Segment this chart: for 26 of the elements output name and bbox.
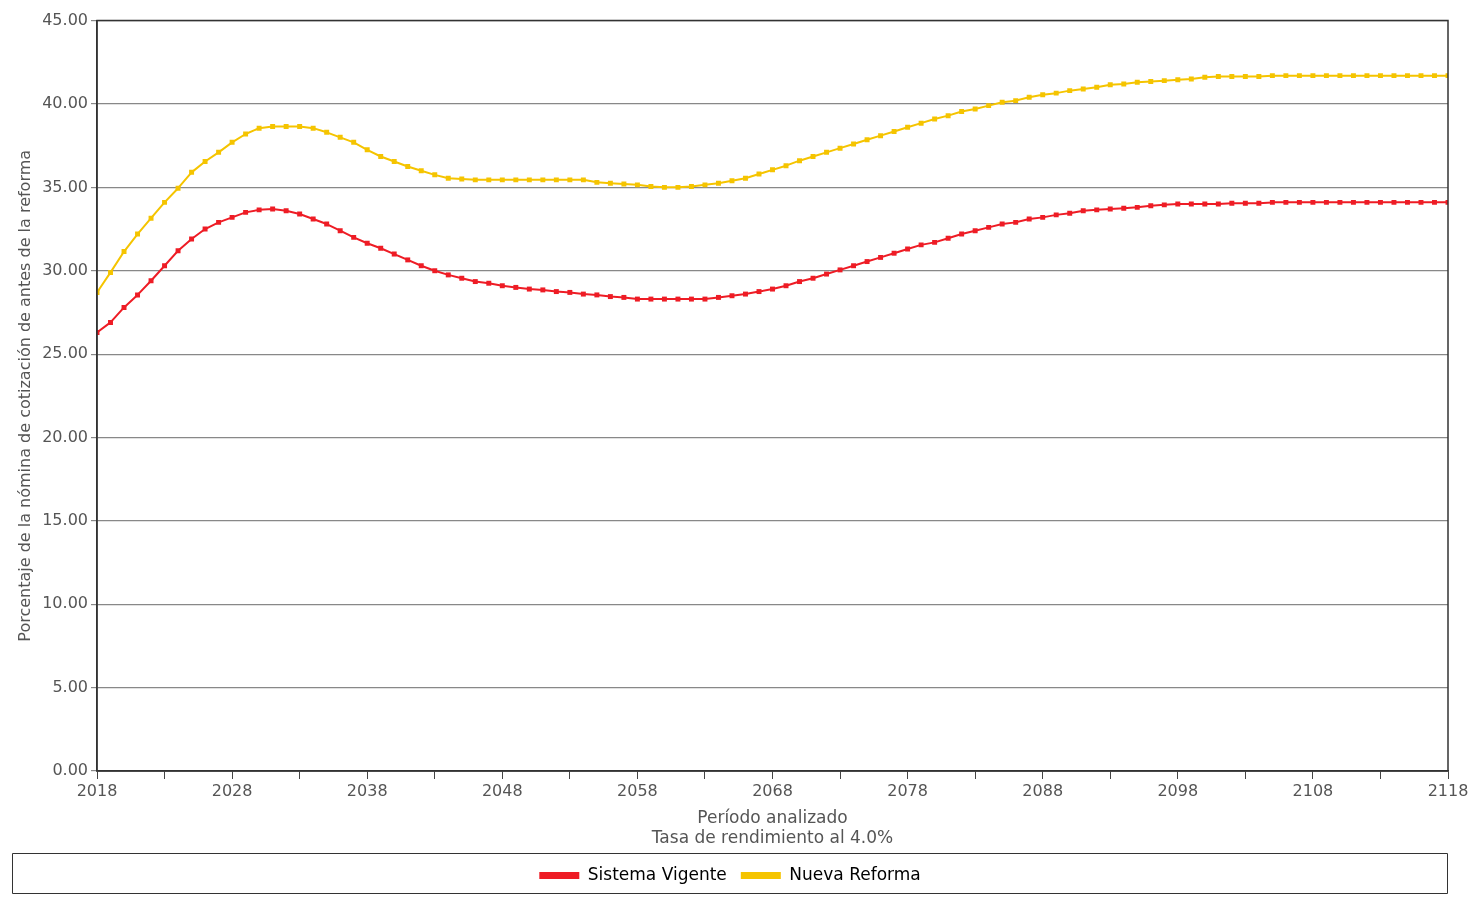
y-tick-label: 15.00 <box>42 510 88 530</box>
x-tick-label: 2058 <box>617 780 658 800</box>
y-axis-title: Porcentaje de la nómina de cotización de antes de la reforma <box>14 149 34 642</box>
x-tick-label: 2068 <box>752 780 793 800</box>
x-tick-label: 2118 <box>1427 780 1469 800</box>
y-tick-label: 35.00 <box>42 176 88 196</box>
x-tick-label: 2018 <box>76 780 118 800</box>
x-tick-label: 2038 <box>346 780 388 800</box>
legend-label: Sistema Vigente <box>587 863 727 884</box>
y-tick-label: 0.00 <box>52 760 88 780</box>
y-tick-label: 30.00 <box>42 259 88 279</box>
y-tick-label: 5.00 <box>52 676 88 696</box>
x-tick-label: 2048 <box>481 780 523 800</box>
y-tick-label: 40.00 <box>42 93 88 113</box>
y-tick-label: 45.00 <box>42 9 88 29</box>
x-tick-label: 2098 <box>1157 780 1199 800</box>
x-tick-label: 2028 <box>211 780 253 800</box>
x-axis-title: Período analizado <box>697 806 848 827</box>
y-tick-label: 10.00 <box>42 593 88 613</box>
x-tick-label: 2078 <box>887 780 928 800</box>
legend-label: Nueva Reforma <box>789 863 921 884</box>
x-tick-label: 2108 <box>1292 780 1334 800</box>
y-tick-label: 25.00 <box>42 343 88 363</box>
y-tick-label: 20.00 <box>42 426 88 446</box>
text: Tasa de rendimiento al 4.0% <box>650 827 894 848</box>
x-tick-label: 2088 <box>1022 780 1064 800</box>
